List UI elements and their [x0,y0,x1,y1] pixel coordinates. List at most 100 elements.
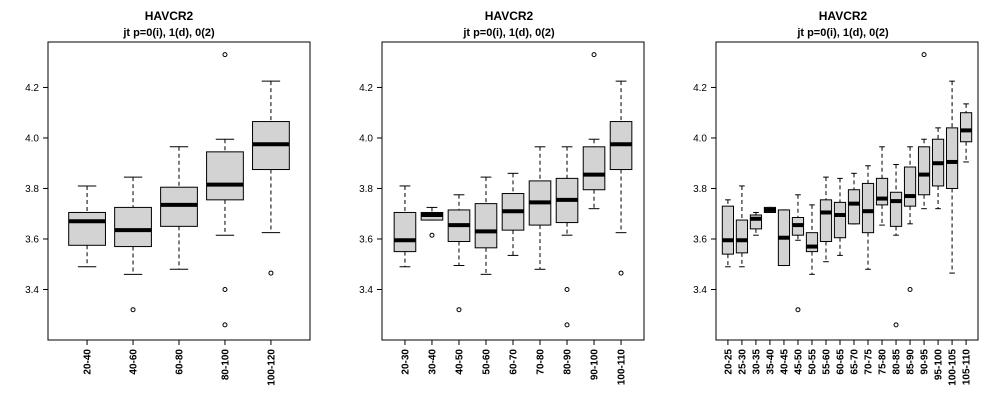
box-100-110 [609,80,633,276]
iqr-box [889,191,903,227]
box-20-40 [68,185,106,268]
x-category-label: 100-105 [948,349,959,386]
x-category-label: 75-80 [878,349,889,375]
x-category-label: 100-120 [266,349,277,386]
iqr-box [582,146,606,191]
outlier-point [222,52,228,58]
box-45-50 [791,194,805,313]
y-tick-label: 3.4 [359,285,373,296]
box-30-40 [420,206,444,238]
y-tick-label: 3.6 [25,234,39,245]
y-tick-label: 4.2 [693,83,707,94]
outlier-point [893,322,899,328]
box-80-90 [555,146,579,328]
y-tick-label: 4.2 [359,83,373,94]
iqr-box [749,214,763,230]
outlier-point [456,307,462,313]
iqr-box [206,151,244,201]
box-40-50 [447,194,471,313]
x-category-label: 60-70 [509,349,520,375]
y-tick-label: 3.4 [25,285,39,296]
y-tick-label: 3.6 [359,234,373,245]
iqr-box [68,211,106,246]
box-105-110 [959,103,973,163]
x-category-label: 40-60 [129,349,140,375]
y-tick-label: 4.0 [25,133,39,144]
y-tick-label: 3.8 [359,184,373,195]
box-75-80 [875,146,889,226]
outlier-point [618,270,624,276]
x-category-label: 85-90 [906,349,917,375]
chart-subtitle: jt p=0(i), 1(d), 0(2) [796,27,889,39]
outlier-point [564,286,570,292]
box-60-70 [501,172,525,256]
x-category-label: 20-40 [83,349,94,375]
chart-title: HAVCR2 [485,9,534,23]
iqr-box [393,211,417,253]
x-category-label: 55-60 [821,349,832,375]
iqr-box [917,146,931,196]
x-category-label: 50-60 [481,349,492,375]
box-30-35 [749,211,763,236]
y-tick-label: 4.2 [25,83,39,94]
box-40-60 [114,176,152,313]
x-category-label: 70-75 [864,349,875,375]
iqr-box [114,206,152,248]
iqr-box [805,232,819,253]
y-tick-label: 4.0 [359,133,373,144]
x-category-label: 25-30 [737,349,748,375]
iqr-box [945,127,959,189]
outlier-point [222,322,228,328]
box-35-40 [763,206,777,213]
box-50-60 [474,176,498,275]
iqr-box [959,112,973,143]
box-70-75 [861,165,875,270]
x-category-label: 30-35 [751,349,762,375]
chart-subtitle: jt p=0(i), 1(d), 0(2) [462,27,555,39]
box-70-80 [528,146,552,270]
x-category-label: 45-50 [793,349,804,375]
box-80-100 [206,52,244,328]
box-60-65 [833,177,847,256]
outlier-point [921,52,927,58]
iqr-box [861,182,875,234]
box-100-120 [252,80,290,276]
box-20-30 [393,185,417,268]
x-category-label: 20-25 [723,349,734,375]
x-category-label: 100-110 [617,349,628,386]
box-20-25 [721,199,735,268]
outlier-point [429,232,435,238]
iqr-box [847,189,861,225]
x-category-label: 50-55 [807,349,818,375]
y-tick-label: 3.6 [693,234,707,245]
box-100-105 [945,80,959,274]
y-tick-label: 3.8 [25,184,39,195]
iqr-box [474,203,498,249]
box-90-95 [917,52,931,210]
box-60-80 [160,146,198,270]
x-category-label: 80-100 [220,349,231,381]
box-25-30 [735,185,749,268]
chart-panel-3: HAVCR2 jt p=0(i), 1(d), 0(2) 3.4 3.6 3.8 4.0 4… [693,9,979,386]
chart-title: HAVCR2 [819,9,868,23]
x-category-label: 90-95 [920,349,931,375]
plot-frame [715,41,979,341]
outlier-point [222,286,228,292]
y-tick-label: 3.8 [693,184,707,195]
chart-panel-1: HAVCR2 jt p=0(i), 1(d), 0(2) 3.4 3.6 3.8 4.0 4… [25,9,311,386]
box-40-45 [777,209,791,266]
box-85-90 [903,146,917,292]
chart-title: HAVCR2 [145,9,194,23]
iqr-box [903,166,917,207]
box-80-85 [889,163,903,328]
iqr-box [819,199,833,243]
y-tick-label: 3.4 [693,285,707,296]
x-category-label: 90-100 [590,349,601,381]
x-category-label: 60-80 [175,349,186,375]
x-category-label: 70-80 [536,349,547,375]
x-category-label: 80-90 [563,349,574,375]
outlier-point [130,307,136,313]
iqr-box [721,205,735,255]
iqr-box [735,219,749,254]
